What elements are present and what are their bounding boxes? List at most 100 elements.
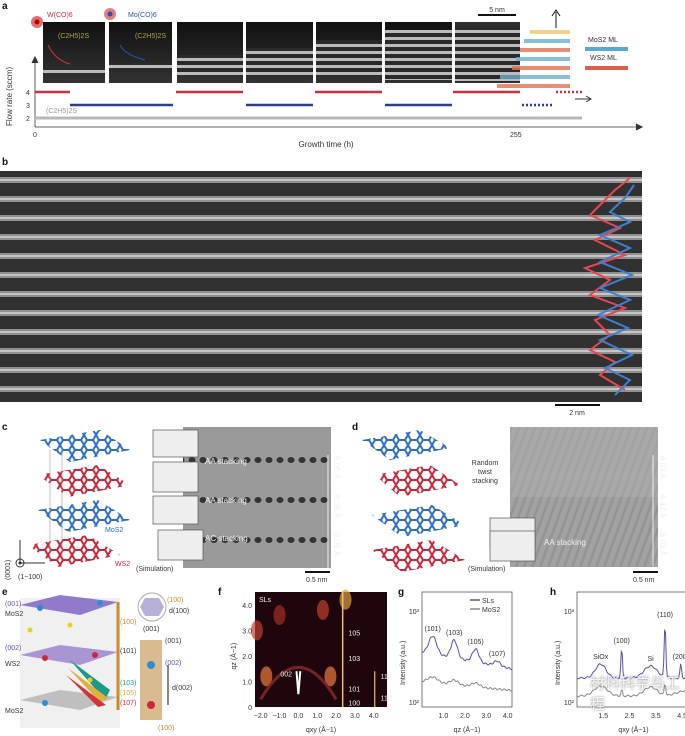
crystal-axes-icon	[15, 540, 45, 568]
y-tick-label: 10³	[564, 609, 575, 616]
flow-mo-series	[70, 95, 592, 107]
scale-bar-a-label: 5 nm	[489, 7, 505, 14]
layer-models-d	[362, 430, 465, 572]
axis-1-100-label: (1−100)	[18, 574, 42, 581]
y-tick-label: 3.0	[242, 628, 252, 635]
simulation-insets-c	[152, 429, 204, 561]
x-tick-label: 3.0	[350, 713, 360, 720]
peak-label: 112	[381, 674, 392, 681]
diffraction-spot	[316, 599, 329, 620]
aa-stacking-label-d: AA stacking	[544, 538, 586, 547]
crystal-structure-model	[20, 595, 120, 728]
y-tick-label: 10³	[409, 609, 420, 616]
x-tick-label: 3.5	[651, 713, 661, 720]
peak-label: (101)	[425, 626, 441, 633]
inset-d002: d(002)	[172, 685, 192, 692]
y-axis-label: Intensity (a.u.)	[400, 641, 407, 685]
scale-bar-b-label: 2 nm	[569, 410, 585, 417]
panel-label-a: a	[2, 1, 8, 12]
x-tick-255: 255	[510, 132, 522, 139]
legend-ws2-swatch	[585, 66, 628, 70]
x-tick-label: −1.0	[273, 713, 287, 720]
mos2-layer	[372, 505, 465, 537]
legend-mos2-ml: MoS2 ML	[588, 37, 618, 44]
legend-ws2-ml: WS2 ML	[590, 55, 617, 62]
peak-label: (200)	[673, 654, 685, 661]
stem-image-b-shade	[0, 171, 642, 402]
x-tick-label: 1.0	[439, 713, 449, 720]
inset-plane-002: (002)	[165, 660, 181, 667]
spacing-c-3: 6.06 Å	[332, 533, 341, 557]
x-tick-label: 2.0	[460, 713, 470, 720]
precursor-s-label: (C2H5)2S	[58, 33, 89, 40]
panel-label-d: d	[352, 422, 358, 433]
inset-plane-100: (100)	[167, 597, 183, 604]
diffraction-spot	[339, 589, 352, 610]
y-tick-label: 2.0	[242, 654, 252, 661]
legend-mos2-swatch	[585, 47, 628, 51]
random-label-1: Random	[472, 460, 499, 467]
stem-band	[455, 26, 520, 81]
stem-tile	[109, 22, 172, 83]
ws2-layer	[372, 540, 465, 572]
spacing-c-2: 6.06 Å	[332, 495, 341, 519]
layer-label-ws2: WS2	[5, 661, 20, 668]
mos2-layer	[38, 500, 130, 532]
spacing-d-2: 6.47 Å	[658, 495, 667, 519]
random-label-3: stacking	[472, 478, 498, 485]
stacking-label-c-3: AC stacking	[205, 534, 248, 543]
x-axis-label: qxy (Å−1)	[618, 725, 648, 734]
intensity-profile-blue	[595, 184, 635, 396]
plane-label-105: (105)	[120, 690, 136, 697]
diffraction-spot	[324, 666, 337, 687]
mos2-label-c: MoS2	[105, 527, 123, 534]
series-line	[421, 676, 513, 692]
peak-label: 101	[349, 687, 361, 694]
inset-side-view	[140, 640, 169, 720]
plane-label-107: (107)	[120, 700, 136, 707]
x-axis-label-a: Growth time (h)	[298, 140, 353, 149]
flow-rate-axes	[31, 55, 644, 131]
stem-band	[316, 40, 382, 76]
y-axis-label-a: Flow rate (sccm)	[5, 67, 14, 126]
series-line	[576, 628, 685, 680]
diffraction-spot	[260, 666, 273, 687]
stem-band	[43, 70, 105, 73]
stacking-label-c-2: AA stacking	[205, 496, 247, 505]
x-tick-label: 3.0	[481, 713, 491, 720]
spacing-c-1: 6.06 Å	[332, 456, 341, 480]
x-axis-label: qxy (Å−1)	[306, 725, 336, 734]
panel-label-c: c	[2, 422, 8, 433]
stem-band	[385, 30, 452, 80]
axis-0001-label: (0001)	[5, 560, 12, 580]
inset-top-view	[137, 592, 167, 622]
legend-label-sls: SLs	[482, 598, 495, 605]
plane-label-103: (103)	[120, 680, 136, 687]
y-tick-2: 2	[26, 116, 30, 123]
peak-label: (107)	[489, 651, 505, 658]
series-line	[421, 636, 513, 671]
plane-label-100: (100)	[120, 619, 136, 626]
y-tick-label: 10²	[564, 700, 575, 707]
scale-bar-c-label: 0.5 nm	[306, 577, 328, 584]
mos2-layer	[40, 430, 130, 462]
precursor-w-label: W(CO)6	[47, 12, 73, 19]
y-tick-label: 0	[248, 705, 252, 712]
stem-band	[109, 62, 172, 72]
inset-plane-001: (001)	[165, 638, 181, 645]
stem-band	[177, 55, 243, 75]
peak-label: 002	[280, 671, 292, 678]
stacking-label-c-1: AA stacking	[205, 457, 247, 466]
simulation-label-d: (Simulation)	[468, 566, 505, 573]
layer-label-mos2-bottom: MoS2	[5, 708, 23, 715]
ws2-layer	[375, 465, 460, 497]
spacing-d-3: 6.03 Å	[658, 533, 667, 557]
plane-label-002: (002)	[5, 645, 21, 652]
layer-label-mos2-top: MoS2	[5, 611, 23, 618]
y-tick-label: 1.0	[242, 679, 252, 686]
watermark: 材料科学与工程	[590, 674, 681, 713]
ws2-label-c: WS2	[115, 561, 130, 568]
x-tick-label: 4.0	[369, 713, 379, 720]
y-tick-4: 4	[26, 90, 30, 97]
